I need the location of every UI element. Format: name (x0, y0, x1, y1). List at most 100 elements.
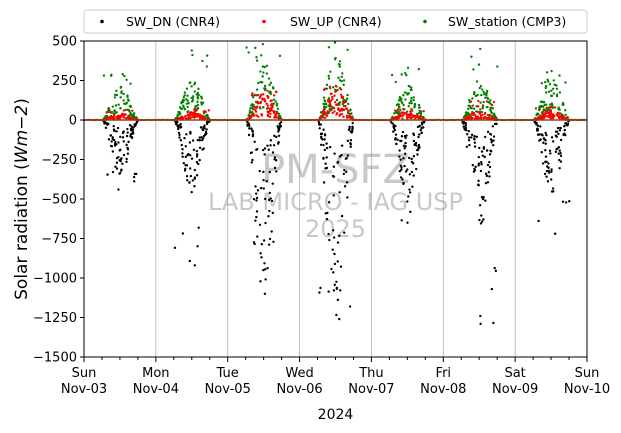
data-point (410, 97, 413, 100)
data-point (566, 123, 569, 126)
y-tick-label: −250 (41, 153, 77, 168)
data-point (348, 113, 352, 116)
data-point (559, 151, 562, 155)
data-point (404, 72, 407, 75)
data-point (419, 128, 422, 132)
data-point (111, 136, 114, 139)
data-point (480, 163, 483, 166)
data-point (267, 148, 270, 151)
data-point (553, 232, 557, 235)
data-point (261, 75, 264, 78)
data-point (536, 117, 539, 120)
x-tick-date: Nov-09 (492, 382, 538, 397)
data-point (563, 132, 566, 135)
data-point (191, 179, 194, 182)
data-point (184, 145, 187, 148)
data-point (538, 107, 541, 111)
data-point (268, 170, 272, 174)
data-point (178, 113, 181, 116)
data-point (109, 134, 112, 137)
data-point (258, 223, 262, 226)
data-point (338, 155, 342, 158)
data-point (345, 97, 349, 100)
data-point (409, 210, 412, 214)
data-point (133, 123, 136, 126)
data-point (413, 102, 417, 106)
data-point (129, 127, 133, 131)
data-point (400, 100, 403, 103)
data-point (390, 73, 394, 77)
data-point (400, 139, 403, 143)
data-point (550, 94, 553, 98)
data-point (259, 70, 262, 73)
y-axis: 500 250 0 −250 −500 −750 −1000 −1250 −1500 (33, 35, 84, 366)
data-point (471, 163, 475, 167)
data-point (119, 135, 122, 139)
data-point (278, 126, 281, 130)
data-point (489, 149, 492, 152)
data-point (326, 110, 329, 113)
data-point (125, 78, 128, 81)
data-point (184, 155, 187, 159)
data-point (336, 260, 339, 263)
data-point (174, 122, 178, 126)
data-point (400, 135, 404, 138)
data-point (400, 73, 403, 76)
data-point (123, 74, 126, 78)
data-point (333, 94, 336, 97)
data-point (275, 102, 279, 106)
data-point (475, 80, 479, 83)
data-point (256, 189, 260, 192)
data-point (325, 114, 329, 118)
data-point (273, 116, 276, 119)
data-point (336, 241, 340, 244)
data-point (200, 101, 203, 104)
data-point (328, 85, 332, 88)
data-point (471, 113, 475, 117)
data-point (329, 103, 332, 106)
data-point (122, 140, 125, 143)
data-point (318, 291, 321, 294)
data-point (332, 175, 336, 178)
data-point (260, 242, 263, 246)
data-point (117, 103, 120, 106)
data-point (245, 46, 248, 49)
data-point (274, 90, 278, 93)
data-point (484, 181, 488, 185)
data-point (202, 126, 205, 129)
data-point (541, 162, 545, 165)
data-point (543, 103, 547, 107)
data-point (488, 113, 492, 117)
data-point (181, 152, 184, 155)
data-point (483, 93, 486, 96)
data-point (542, 110, 545, 113)
data-point (480, 110, 484, 114)
data-point (484, 199, 487, 202)
data-point (536, 133, 540, 136)
legend-label: SW_UP (CNR4) (290, 14, 382, 29)
data-point (351, 121, 354, 125)
data-point (104, 126, 108, 130)
data-point (319, 143, 323, 147)
data-point (542, 141, 545, 144)
data-point (549, 110, 553, 113)
data-point (181, 155, 184, 158)
data-point (552, 140, 555, 143)
data-point (338, 114, 341, 117)
data-point (410, 86, 413, 89)
data-point (185, 175, 189, 178)
data-point (201, 59, 204, 63)
data-point (490, 141, 493, 144)
data-point (120, 168, 123, 171)
data-point (248, 109, 252, 112)
data-point (551, 115, 554, 118)
data-point (558, 112, 561, 115)
data-point (199, 126, 203, 129)
data-point (417, 146, 420, 150)
data-point (122, 109, 126, 112)
data-point (262, 239, 266, 242)
data-point (262, 268, 265, 272)
data-point (181, 232, 185, 235)
data-point (115, 93, 119, 97)
data-point (195, 149, 199, 153)
